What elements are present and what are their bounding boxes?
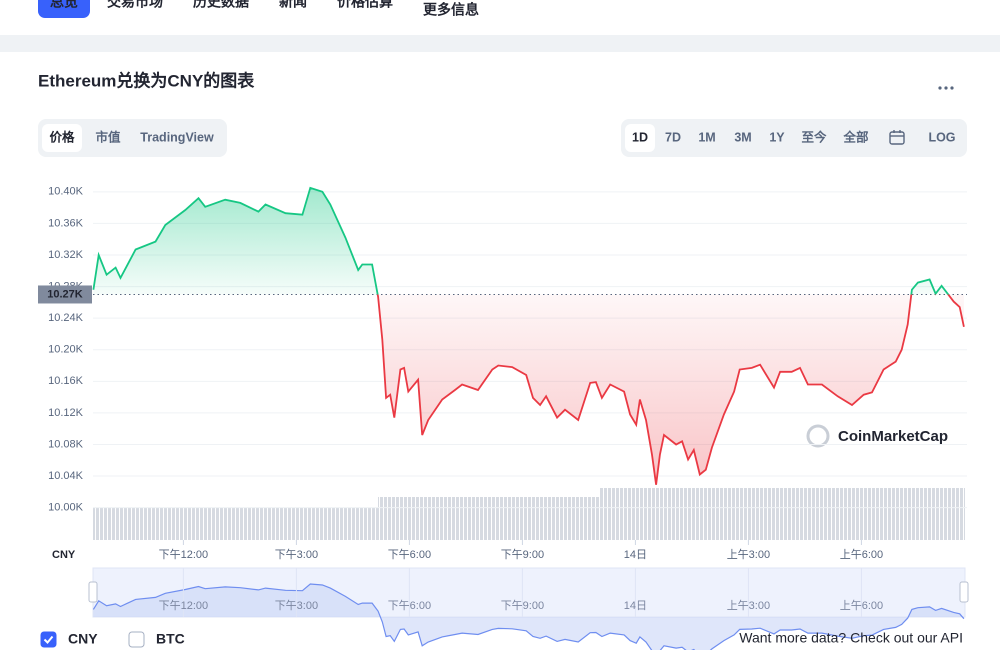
- y-tick-label: 10.40K: [48, 186, 84, 198]
- view-tab[interactable]: TradingView: [140, 130, 214, 144]
- navigator-tick-label: 下午9:00: [501, 599, 544, 612]
- nav-tab[interactable]: 更多信息: [423, 2, 479, 18]
- nav-tab[interactable]: 总览: [50, 0, 78, 10]
- nav-tab-active[interactable]: [38, 0, 90, 18]
- tab-active[interactable]: [42, 124, 82, 152]
- y-tick-label: 10.24K: [48, 312, 84, 324]
- nav-tab[interactable]: 交易市场: [107, 0, 163, 10]
- toggle-label[interactable]: CNY: [68, 631, 98, 647]
- range-tab[interactable]: 全部: [842, 129, 869, 144]
- watermark-logo: [806, 424, 830, 448]
- footer-prompt: Want more data?: [739, 630, 846, 646]
- range-tab[interactable]: 1M: [698, 130, 715, 144]
- navigator-tick-label: 14日: [624, 600, 647, 612]
- watermark: CoinMarketCap: [838, 428, 948, 445]
- y-tick-label: 10.04K: [48, 470, 84, 482]
- checkbox[interactable]: [40, 631, 57, 648]
- x-tick-label: 下午9:00: [501, 548, 544, 561]
- y-tick-label: 10.12K: [48, 407, 84, 419]
- log-toggle[interactable]: LOG: [928, 130, 955, 144]
- y-axis-label: CNY: [52, 549, 76, 561]
- calendar-icon[interactable]: [889, 130, 905, 145]
- card-title: Ethereum兑换为CNY的图表: [38, 70, 255, 90]
- range-tab[interactable]: 1D: [632, 130, 648, 144]
- range-tab-group: [621, 119, 967, 157]
- x-tick-label: 下午6:00: [388, 548, 431, 561]
- api-link[interactable]: Check out our API: [850, 630, 963, 646]
- navigator-area: [93, 584, 964, 650]
- navigator-tick-label: 上午3:00: [727, 599, 770, 612]
- view-tab[interactable]: 市值: [95, 129, 121, 144]
- navigator-handle[interactable]: [959, 581, 969, 603]
- section-divider: [0, 35, 1000, 52]
- range-tab[interactable]: 7D: [665, 130, 681, 144]
- nav-tab[interactable]: 价格估算: [337, 0, 393, 10]
- navigator-line: [92, 583, 965, 650]
- y-tick-label: 10.16K: [48, 375, 84, 387]
- volume-texture: [93, 508, 378, 540]
- navigator-tick-label: 下午12:00: [159, 599, 209, 612]
- y-tick-label: 10.00K: [48, 502, 84, 514]
- tab-active[interactable]: [625, 124, 655, 152]
- y-tick-label: 10.32K: [48, 249, 84, 261]
- range-tab[interactable]: 至今: [801, 129, 827, 144]
- navigator-tick-label: 下午6:00: [388, 599, 431, 612]
- price-area: [93, 187, 964, 485]
- volume-texture: [378, 497, 600, 540]
- view-tab[interactable]: 价格: [49, 129, 75, 144]
- x-tick-label: 下午12:00: [159, 548, 209, 561]
- nav-tab[interactable]: 历史数据: [193, 0, 249, 10]
- x-tick-label: 上午3:00: [727, 548, 770, 561]
- y-tick-label: 10.08K: [48, 438, 84, 450]
- x-tick-label: 下午3:00: [275, 548, 318, 561]
- navigator-handle[interactable]: [88, 581, 98, 603]
- price-line: [92, 186, 965, 485]
- x-tick-label: 14日: [624, 549, 647, 561]
- navigator-tick-label: 下午3:00: [275, 599, 318, 612]
- x-tick-label: 上午6:00: [840, 548, 883, 561]
- checkmark: [43, 635, 54, 644]
- more-menu[interactable]: [938, 86, 954, 90]
- range-tab[interactable]: 1Y: [769, 130, 785, 144]
- toggle-label[interactable]: BTC: [156, 631, 185, 647]
- view-tab-group: [38, 119, 227, 157]
- navigator-tick-label: 上午6:00: [840, 599, 883, 612]
- reference-label-box: [38, 285, 92, 304]
- range-tab[interactable]: 3M: [734, 130, 751, 144]
- y-tick-label: 10.20K: [48, 344, 84, 356]
- reference-label: 10.27K: [47, 288, 83, 300]
- nav-tab[interactable]: 新闻: [279, 0, 307, 10]
- y-tick-label: 10.36K: [48, 217, 84, 229]
- checkbox[interactable]: [128, 631, 145, 648]
- volume-texture: [600, 488, 965, 540]
